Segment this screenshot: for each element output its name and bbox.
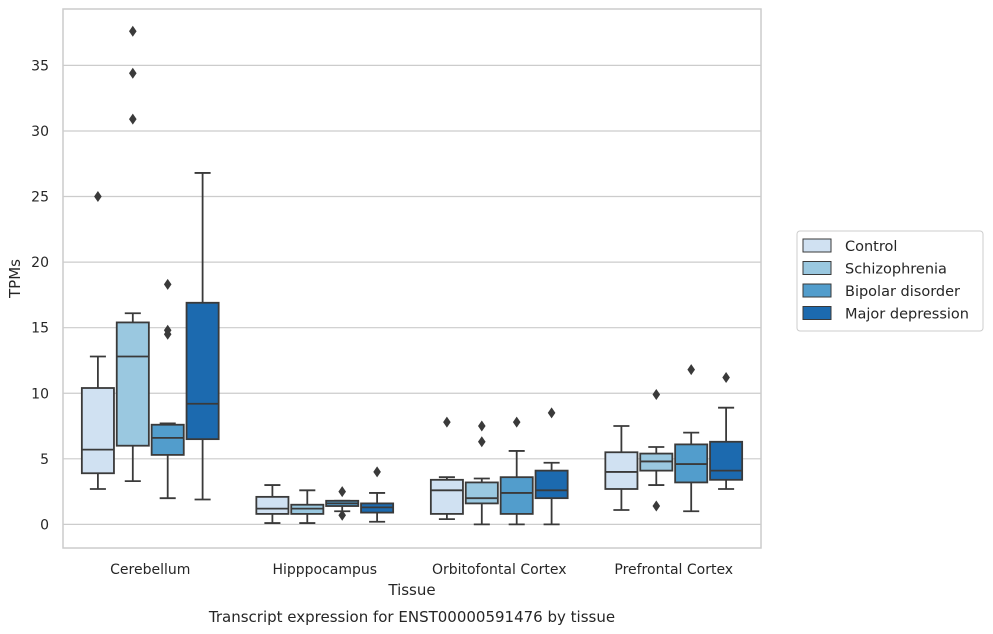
box-control (80, 191, 115, 490)
legend: Control Schizophrenia Bipolar disorder Majo… (796, 230, 984, 332)
box-schizophrenia (290, 489, 325, 524)
y-tick-label: 25 (31, 190, 49, 206)
legend-swatch (802, 306, 832, 320)
outlier-point (722, 372, 730, 384)
y-axis-label: TPMs (6, 259, 24, 299)
legend-frame (796, 230, 984, 332)
y-tick-labels: 0 5 10 15 20 25 30 35 (31, 58, 49, 533)
outlier-point (652, 389, 661, 401)
outlier-point (338, 486, 346, 498)
box-schizophrenia (115, 25, 150, 483)
chart-title: Transcript expression for ENST0000059147… (208, 608, 615, 626)
x-tick-label: Hipppocampus (272, 562, 377, 578)
legend-swatch (802, 238, 832, 253)
outlier-point (338, 509, 346, 521)
box-schizophrenia (464, 420, 499, 526)
box-major-depression (360, 466, 395, 523)
plot-boxes (80, 25, 744, 526)
outlier-point (687, 364, 695, 376)
iqr-box (185, 301, 220, 441)
box-control (255, 484, 290, 524)
box-bipolar-disorder (674, 364, 709, 513)
outlier-point (129, 67, 137, 79)
outlier-point (478, 436, 486, 448)
iqr-box (255, 495, 290, 515)
y-tick-label: 0 (40, 517, 49, 533)
legend-swatch (802, 283, 832, 298)
y-tick-label: 10 (31, 386, 49, 402)
x-tick-labels: Cerebellum Hipppocampus Orbitofontal Corte… (110, 562, 733, 578)
outlier-point (94, 191, 102, 203)
x-tick-label: Cerebellum (110, 562, 190, 578)
legend-label: Bipolar disorder (845, 284, 960, 300)
box-bipolar-disorder (150, 278, 185, 500)
outlier-point (478, 420, 486, 432)
iqr-box (534, 469, 569, 500)
box-bipolar-disorder (499, 416, 534, 526)
outlier-point (163, 278, 172, 290)
y-tick-label: 35 (31, 58, 49, 74)
legend-label: Control (845, 239, 897, 255)
box-bipolar-disorder (325, 486, 360, 521)
iqr-box (80, 387, 115, 475)
outlier-point (373, 466, 381, 478)
outlier-point (652, 500, 661, 512)
outlier-point (443, 416, 451, 428)
box-major-depression (534, 407, 569, 526)
legend-swatch (802, 261, 832, 275)
legend-label: Schizophrenia (845, 262, 947, 278)
box-major-depression (709, 372, 744, 490)
iqr-box (150, 423, 185, 456)
y-tick-label: 30 (31, 124, 49, 140)
iqr-box (709, 440, 744, 481)
outlier-point (163, 324, 172, 336)
y-tick-label: 5 (40, 452, 49, 468)
iqr-box (464, 481, 499, 505)
x-axis-label: Tissue (387, 581, 435, 599)
iqr-box (115, 321, 150, 447)
box-control (604, 425, 639, 511)
y-tick-label: 15 (31, 321, 49, 337)
box-schizophrenia (639, 389, 674, 512)
plot-frame (62, 8, 762, 549)
y-tick-label: 20 (31, 255, 49, 271)
box-major-depression (185, 172, 220, 501)
outlier-point (547, 407, 556, 419)
iqr-box (499, 476, 534, 515)
outlier-point (129, 113, 137, 125)
grid-lines (63, 64, 761, 525)
iqr-box (604, 451, 639, 490)
outlier-point (512, 416, 521, 428)
box-control (429, 416, 464, 521)
x-tick-label: Prefrontal Cortex (614, 562, 733, 578)
legend-label: Major depression (845, 307, 969, 323)
x-tick-label: Orbitofontal Cortex (432, 562, 567, 578)
outlier-point (129, 25, 137, 37)
iqr-box (429, 478, 464, 515)
